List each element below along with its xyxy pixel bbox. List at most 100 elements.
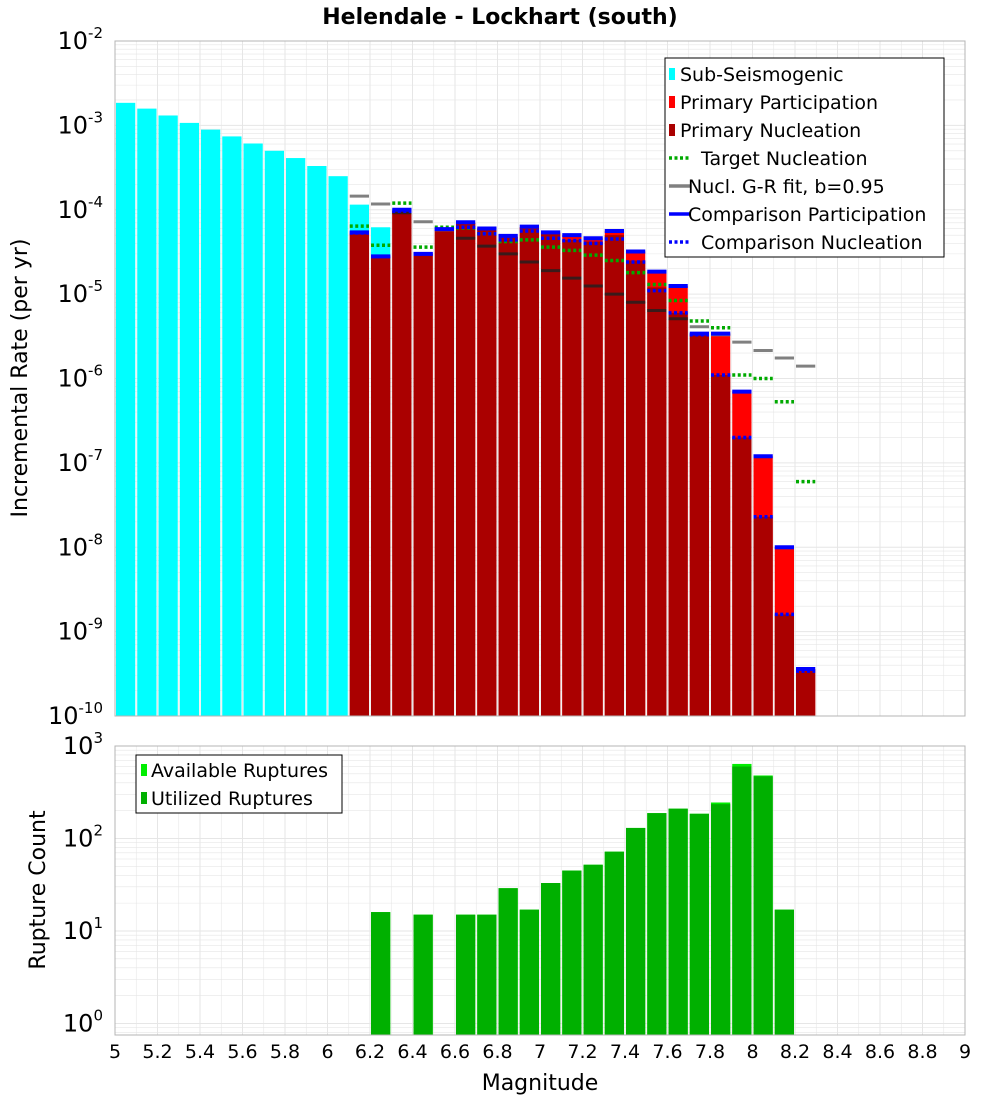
y-tick-label: 10-7 (57, 446, 103, 477)
primary-nucleation-bar (711, 375, 731, 716)
utilized-ruptures-bar (668, 808, 688, 1035)
utilized-ruptures-bar (753, 776, 773, 1035)
top-panel: 10-10 10-9 10-8 10-7 10-6 10-5 10-4 10-3 10-2 In… (8, 24, 966, 730)
primary-participation-legend-swatch (669, 96, 675, 108)
primary-nucleation-bar (456, 222, 476, 716)
x-tick-label: 8.2 (780, 1041, 810, 1063)
sub-seismogenic-bar (158, 115, 178, 717)
x-tick-label: 8.4 (822, 1041, 852, 1063)
y-tick-label: 10-5 (57, 277, 103, 308)
primary-nucleation-bar (434, 229, 454, 717)
y-tick-label: 10-10 (48, 699, 103, 730)
x-tick-label: 8.8 (907, 1041, 937, 1063)
y-tick-label: 101 (63, 914, 103, 945)
x-axis-label: Magnitude (482, 1071, 599, 1096)
utilized-ruptures-bar (541, 883, 561, 1035)
utilized-ruptures-bar (371, 912, 391, 1035)
x-tick-label: 7.2 (567, 1041, 597, 1063)
utilized-ruptures-bar (647, 813, 667, 1035)
top-legend: Sub-Seismogenic Primary Participation Prim… (664, 57, 945, 258)
bottom-plot-border (114, 745, 966, 1036)
sub-seismogenic-legend-swatch (669, 68, 675, 80)
primary-nucleation-bar (498, 236, 518, 716)
utilized-ruptures-bar (732, 766, 752, 1035)
y-tick-label: 102 (63, 821, 103, 852)
primary-nucleation-bar (392, 211, 412, 717)
primary-nucleation-bar (413, 253, 433, 716)
utilized-ruptures-bar (562, 870, 582, 1035)
primary-nucleation-bar (349, 233, 369, 716)
y-tick-label: 10-8 (57, 530, 103, 561)
utilized-ruptures-bar (477, 914, 497, 1035)
utilized-ruptures-legend-swatch (141, 792, 147, 804)
chart-title: Helendale - Lockhart (south) (322, 5, 677, 30)
primary-nucleation-bar (626, 260, 646, 716)
top-y-axis-label: Incremental Rate (per yr) (8, 239, 33, 518)
sub-seismogenic-bar (137, 108, 157, 717)
bottom-y-axis-label: Rupture Count (26, 810, 51, 970)
utilized-ruptures-bar (711, 804, 731, 1035)
bottom-marks (371, 763, 794, 1035)
x-tick-label: 5.8 (270, 1041, 300, 1063)
sub-seismogenic-bar (116, 102, 136, 716)
sub-seismogenic-bar (328, 176, 348, 716)
primary-nucleation-bar (583, 241, 603, 717)
utilized-ruptures-bar (519, 909, 539, 1035)
sub-seismogenic-legend-label: Sub-Seismogenic (680, 64, 844, 86)
top-marks (116, 102, 816, 717)
primary-nucleation-bar (647, 287, 667, 716)
utilized-ruptures-bar (774, 909, 794, 1035)
utilized-ruptures-bar (456, 914, 476, 1035)
x-tick-label: 6.2 (355, 1041, 385, 1063)
utilized-ruptures-bar (604, 851, 624, 1035)
bottom-y-ticks: 100 101 102 103 (63, 729, 103, 1037)
y-tick-label: 10-2 (57, 24, 103, 55)
utilized-ruptures-bar (626, 827, 646, 1035)
top-plot-border (114, 40, 966, 717)
sub-seismogenic-bar (286, 158, 306, 716)
primary-nucleation-bar (774, 614, 794, 716)
target-nucleation-legend-label: Target Nucleation (700, 148, 868, 170)
x-tick-label: 8.6 (865, 1041, 895, 1063)
y-tick-label: 10-4 (57, 193, 103, 224)
x-tick-label: 6.6 (440, 1041, 470, 1063)
primary-nucleation-bar (541, 233, 561, 716)
sub-seismogenic-bar (264, 150, 284, 716)
utilized-ruptures-legend-label: Utilized Ruptures (151, 788, 313, 810)
x-tick-label: 5 (109, 1041, 121, 1063)
y-tick-label: 10-3 (57, 108, 103, 139)
bottom-grid (114, 746, 966, 1035)
sub-seismogenic-bar (307, 166, 327, 717)
y-tick-label: 103 (63, 729, 103, 760)
nucl-g-r-fit-b-0-95-legend-label: Nucl. G-R fit, b=0.95 (688, 176, 885, 198)
x-tick-label: 5.6 (227, 1041, 257, 1063)
x-tick-label: 5.4 (185, 1041, 215, 1063)
x-tick-label: 5.2 (142, 1041, 172, 1063)
comparison-participation-legend-label: Comparison Participation (688, 204, 926, 226)
x-tick-label: 7.8 (695, 1041, 725, 1063)
utilized-ruptures-bar (498, 888, 518, 1035)
bottom-panel: 100 101 102 103 5 5.2 5.4 5.6 5.8 6 6.2 6.4 6.6 6.8 7… (26, 729, 971, 1096)
y-tick-label: 10-9 (57, 615, 103, 646)
primary-nucleation-bar (519, 227, 539, 716)
x-tick-label: 6.4 (397, 1041, 427, 1063)
available-ruptures-legend-swatch (141, 764, 147, 776)
comparison-nucleation-legend-label: Comparison Nucleation (701, 232, 923, 254)
primary-nucleation-bar (753, 516, 773, 716)
legend-box (664, 57, 945, 258)
x-tick-label: 8 (746, 1041, 758, 1063)
sub-seismogenic-bar (201, 129, 221, 717)
x-tick-label: 7.4 (610, 1041, 640, 1063)
top-y-ticks: 10-10 10-9 10-8 10-7 10-6 10-5 10-4 10-3 10-2 (48, 24, 103, 730)
legend-box (135, 754, 343, 814)
primary-nucleation-bar (604, 235, 624, 716)
utilized-ruptures-bar (583, 864, 603, 1035)
primary-nucleation-bar (562, 239, 582, 716)
available-ruptures-legend-label: Available Ruptures (151, 760, 328, 782)
primary-nucleation-bar (477, 228, 497, 716)
x-tick-label: 7 (534, 1041, 546, 1063)
x-tick-label: 6.8 (482, 1041, 512, 1063)
primary-nucleation-bar (668, 312, 688, 716)
bottom-legend: Available Ruptures Utilized Ruptures (135, 754, 343, 814)
primary-nucleation-bar (371, 256, 391, 716)
